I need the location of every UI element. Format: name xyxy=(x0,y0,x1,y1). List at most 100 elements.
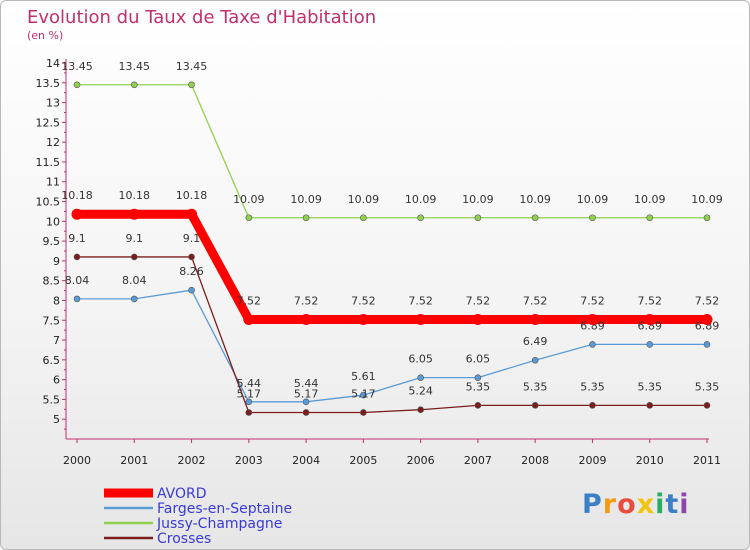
data-point xyxy=(71,208,83,220)
data-label: 6.89 xyxy=(695,319,720,332)
data-label: 5.17 xyxy=(351,387,376,400)
data-label: 10.09 xyxy=(519,193,551,206)
x-tick-label: 2011 xyxy=(693,454,721,467)
legend-label: Crosses xyxy=(157,531,211,547)
y-tick-label: 11.5 xyxy=(36,156,61,169)
y-tick-label: 8 xyxy=(53,294,60,307)
data-label: 10.09 xyxy=(577,193,609,206)
data-label: 9.1 xyxy=(183,232,201,245)
data-point xyxy=(474,214,482,222)
series-line-farges-en-septaine xyxy=(76,289,708,403)
data-label: 10.18 xyxy=(176,189,208,202)
y-tick-label: 7 xyxy=(53,334,60,347)
chart-title: Evolution du Taux de Taxe d'Habitation xyxy=(27,7,377,28)
data-label: 7.52 xyxy=(408,294,433,307)
data-label: 5.35 xyxy=(580,380,605,393)
data-label: 7.52 xyxy=(294,294,319,307)
data-point xyxy=(186,208,198,220)
data-label: 10.09 xyxy=(233,193,265,206)
logo-letter: o xyxy=(617,489,637,520)
legend-label: Jussy-Champagne xyxy=(156,516,282,532)
data-point xyxy=(73,253,81,261)
data-point xyxy=(474,402,482,409)
y-tick-label: 5 xyxy=(53,413,60,426)
data-label: 6.49 xyxy=(523,335,548,348)
data-point xyxy=(243,313,255,325)
data-label: 5.17 xyxy=(237,387,262,400)
y-tick-label: 10.5 xyxy=(36,196,61,209)
data-point xyxy=(360,409,367,416)
data-point xyxy=(646,341,654,348)
x-tick-label: 2007 xyxy=(464,454,492,467)
data-label: 9.1 xyxy=(126,232,144,245)
data-point xyxy=(589,341,596,348)
data-label: 7.52 xyxy=(637,294,662,307)
data-label: 13.45 xyxy=(119,60,151,73)
data-point xyxy=(417,406,424,414)
legend-label: AVORD xyxy=(157,486,207,502)
y-tick-label: 11 xyxy=(46,176,60,189)
data-point xyxy=(245,409,253,416)
data-point xyxy=(415,313,427,325)
data-label: 10.18 xyxy=(61,189,93,202)
y-tick-label: 5.5 xyxy=(43,393,61,406)
data-label: 7.52 xyxy=(237,294,262,307)
data-point xyxy=(245,398,253,406)
data-point xyxy=(703,402,711,409)
y-tick-label: 12.5 xyxy=(36,116,61,129)
x-tick-label: 2009 xyxy=(578,454,606,467)
logo-letter: i xyxy=(655,489,666,520)
logo-letter: P xyxy=(582,489,603,520)
data-label: 13.45 xyxy=(176,60,208,73)
series-line-avord xyxy=(72,209,712,324)
logo-letter: x xyxy=(636,489,656,520)
x-tick-label: 2003 xyxy=(235,454,263,467)
x-tick-label: 2000 xyxy=(63,454,91,467)
data-point xyxy=(472,313,484,325)
data-point xyxy=(302,214,310,222)
data-label: 6.89 xyxy=(637,319,662,332)
data-point xyxy=(300,313,312,325)
data-label: 9.1 xyxy=(68,232,86,245)
x-tick-label: 2004 xyxy=(292,454,320,467)
data-label: 8.04 xyxy=(65,274,90,287)
data-label: 5.24 xyxy=(408,385,433,398)
y-tick-label: 6 xyxy=(53,374,60,387)
data-point xyxy=(188,253,195,261)
data-label: 5.17 xyxy=(294,387,319,400)
data-point xyxy=(531,402,539,409)
data-label: 5.35 xyxy=(637,380,662,393)
proxiti-logo: Proxiti xyxy=(582,489,690,520)
data-point xyxy=(589,402,596,409)
x-tick-label: 2006 xyxy=(407,454,435,467)
data-point xyxy=(360,214,367,222)
data-point xyxy=(188,286,195,294)
series-line-jussy-champagne xyxy=(76,84,708,219)
logo-letter: t xyxy=(665,489,680,520)
data-point xyxy=(357,313,369,325)
data-label: 5.61 xyxy=(351,370,376,383)
data-point xyxy=(703,341,711,348)
data-label: 10.09 xyxy=(290,193,322,206)
data-label: 10.09 xyxy=(462,193,494,206)
data-point xyxy=(417,374,424,381)
data-label: 5.35 xyxy=(466,380,491,393)
data-point xyxy=(531,214,539,222)
data-point xyxy=(589,214,596,222)
data-label: 6.89 xyxy=(580,319,605,332)
data-label: 10.09 xyxy=(405,193,437,206)
x-tick-label: 2005 xyxy=(349,454,377,467)
data-point xyxy=(73,295,81,303)
chart-subtitle: (en %) xyxy=(27,29,64,42)
data-point xyxy=(701,313,713,325)
data-point xyxy=(586,313,598,325)
y-tick-label: 10 xyxy=(46,215,60,228)
y-tick-label: 6.5 xyxy=(43,354,61,367)
legend-label: Farges-en-Septaine xyxy=(157,501,292,517)
y-tick-label: 9 xyxy=(53,255,60,268)
data-point xyxy=(188,81,195,89)
data-label: 6.05 xyxy=(408,353,433,366)
data-label: 5.35 xyxy=(695,380,720,393)
data-point xyxy=(529,313,541,325)
data-point xyxy=(703,214,711,222)
